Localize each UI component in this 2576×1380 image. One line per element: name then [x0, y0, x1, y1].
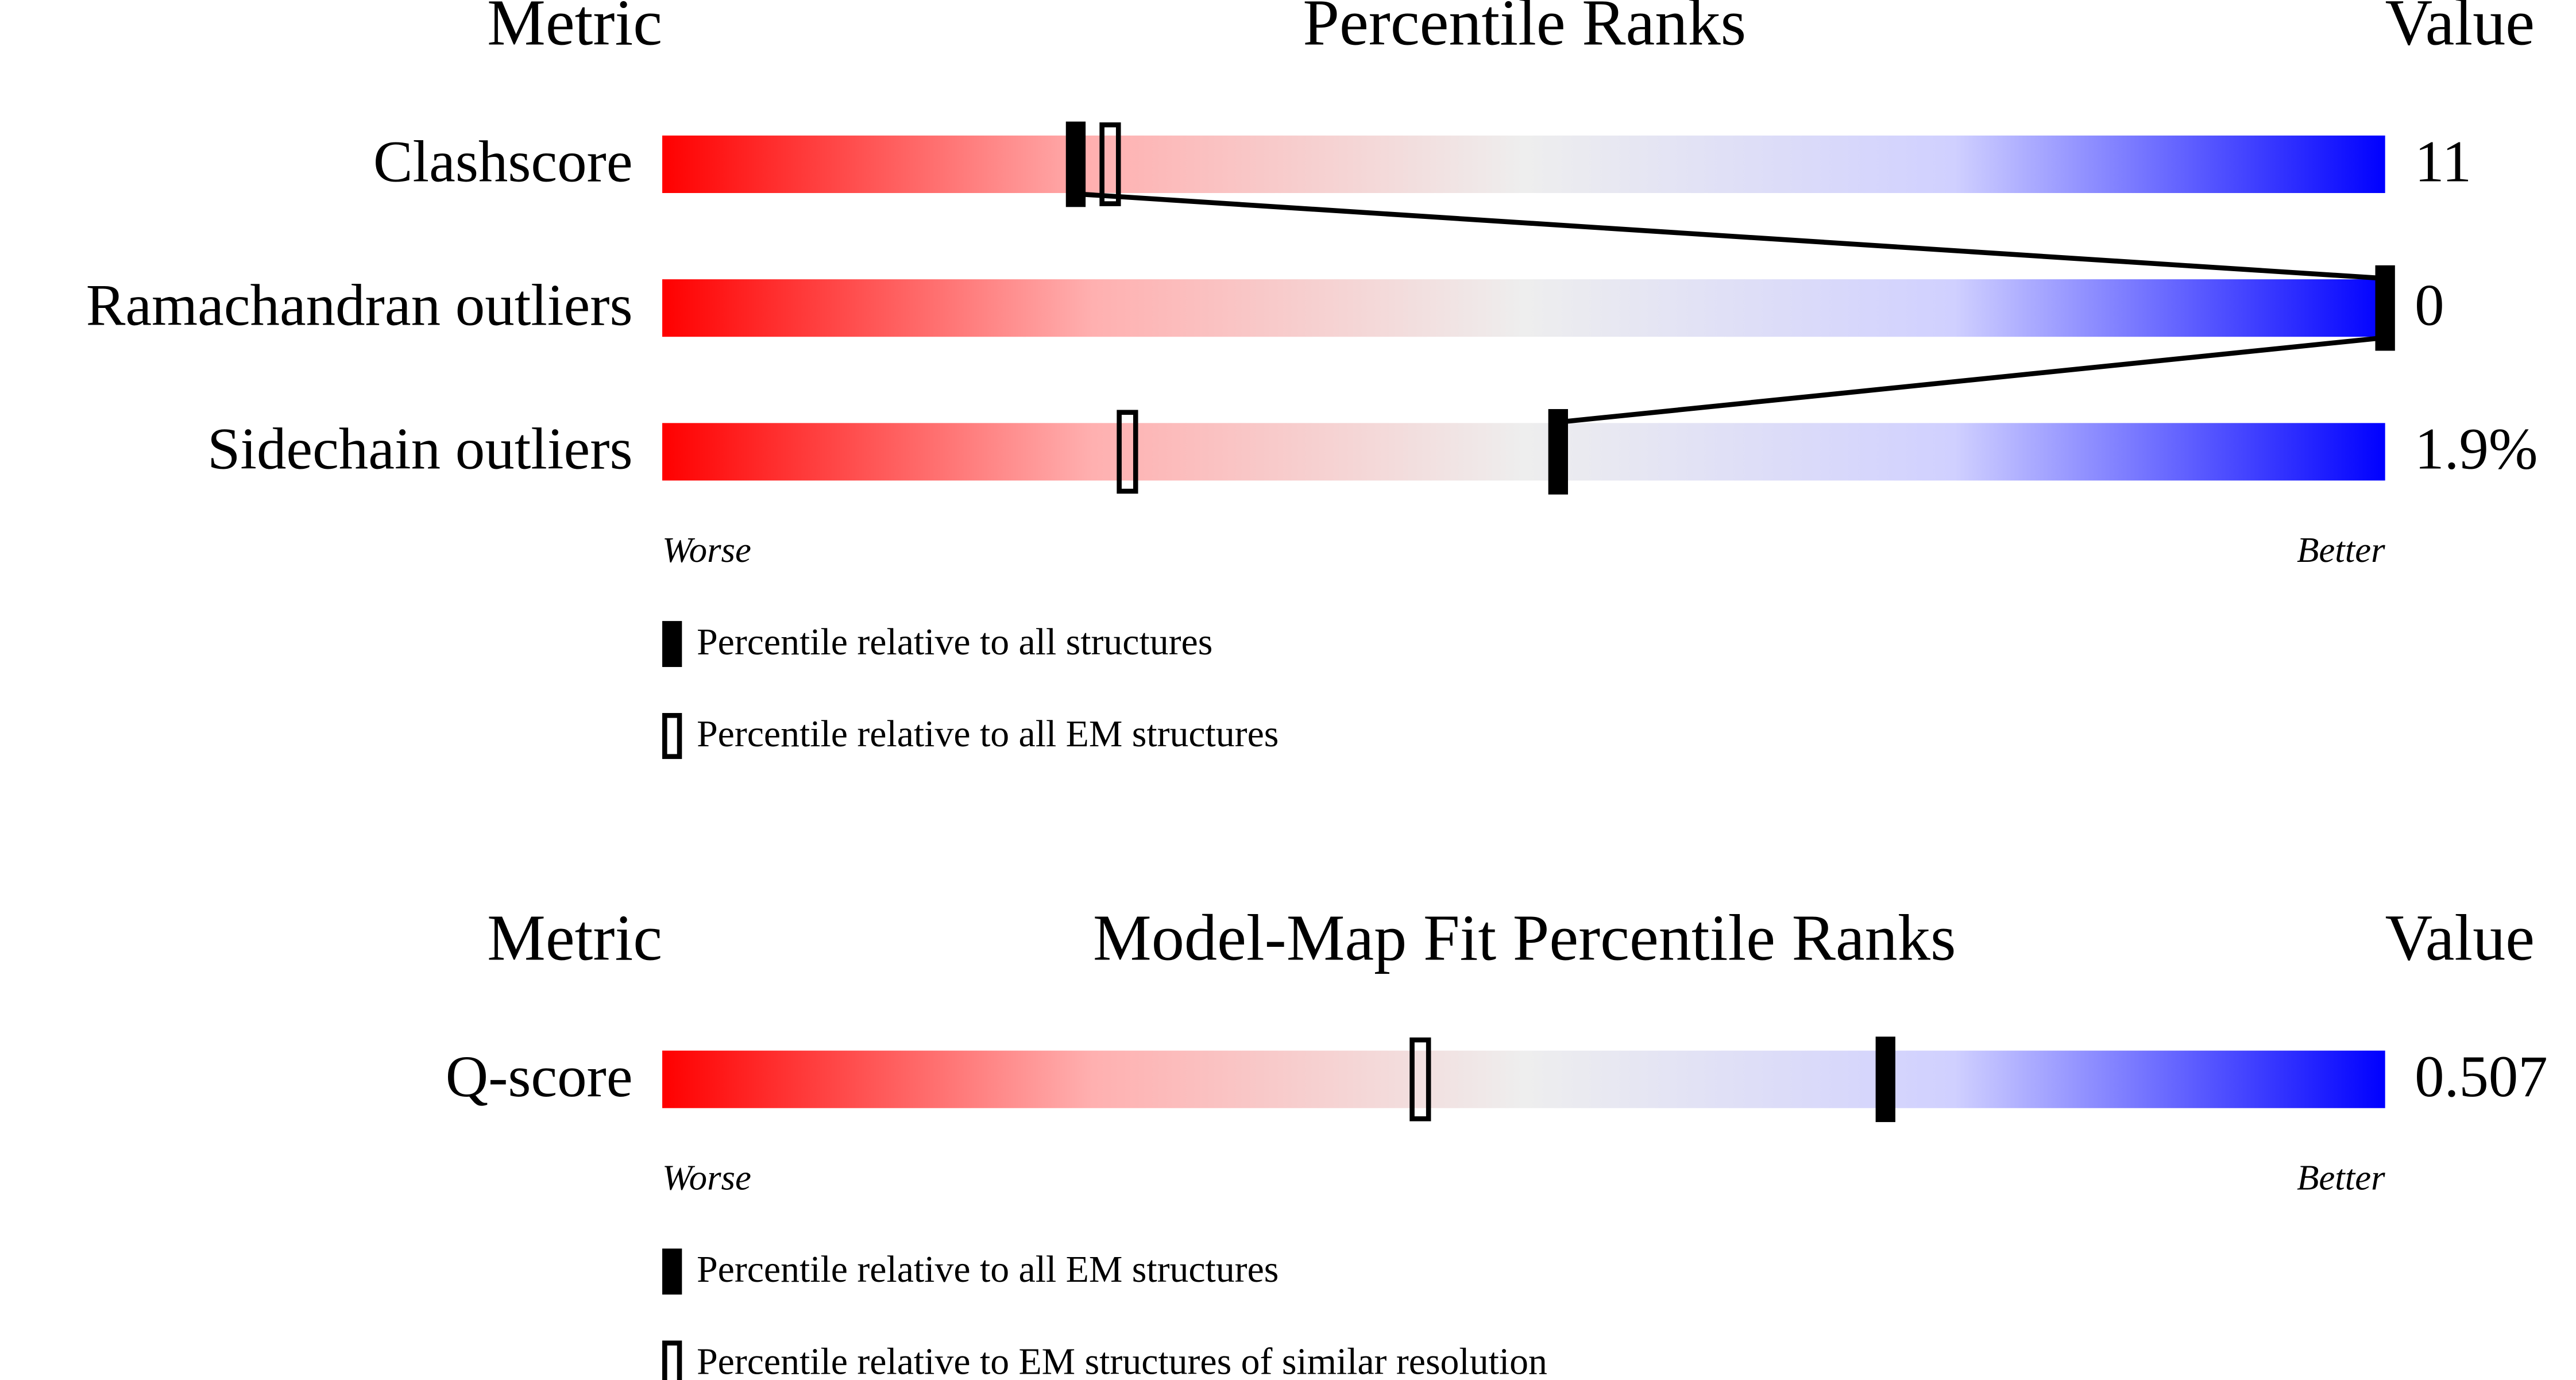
legend-filled-label: Percentile relative to all structures [697, 621, 1212, 663]
open-marker [1099, 122, 1121, 206]
open-marker [1409, 1037, 1431, 1121]
filled-marker [1875, 1036, 1895, 1123]
filled-marker [1065, 121, 1086, 207]
header-title: Model-Map Fit Percentile Ranks [1093, 901, 1956, 974]
metric-value: 11 [2415, 129, 2471, 194]
metric-label: Clashscore [373, 129, 633, 194]
legend-open-label: Percentile relative to all EM structures [697, 713, 1279, 755]
metric-value: 1.9% [2415, 417, 2538, 482]
better-label: Better [2297, 530, 2385, 570]
percentile-bar [662, 423, 2385, 481]
legend-open-label: Percentile relative to EM structures of … [697, 1340, 1547, 1380]
metric-label: Sidechain outliers [207, 417, 632, 482]
filled-marker [2375, 265, 2395, 351]
connector-line [1075, 191, 2385, 281]
connector-line [1558, 335, 2386, 425]
metric-value: 0 [2415, 273, 2444, 338]
legend-open-swatch [662, 713, 682, 760]
metric-value: 0.507 [2415, 1044, 2548, 1109]
metric-label: Ramachandran outliers [86, 273, 633, 338]
filled-marker [1548, 409, 1568, 495]
worse-label: Worse [662, 530, 751, 570]
header-metric: Metric [487, 901, 662, 974]
better-label: Better [2297, 1157, 2385, 1197]
open-marker [1117, 410, 1138, 494]
legend-filled-label: Percentile relative to all EM structures [697, 1248, 1279, 1290]
header-value: Value [2385, 0, 2535, 59]
header-value: Value [2385, 901, 2535, 974]
worse-label: Worse [662, 1157, 751, 1197]
metric-label: Q-score [446, 1044, 633, 1109]
header-metric: Metric [487, 0, 662, 59]
header-title: Percentile Ranks [1303, 0, 1746, 59]
legend-filled-swatch [662, 620, 682, 667]
percentile-bar [662, 135, 2385, 193]
percentile-bar [662, 279, 2385, 337]
percentile-bar [662, 1050, 2385, 1108]
legend-open-swatch [662, 1340, 682, 1380]
legend-filled-swatch [662, 1248, 682, 1295]
